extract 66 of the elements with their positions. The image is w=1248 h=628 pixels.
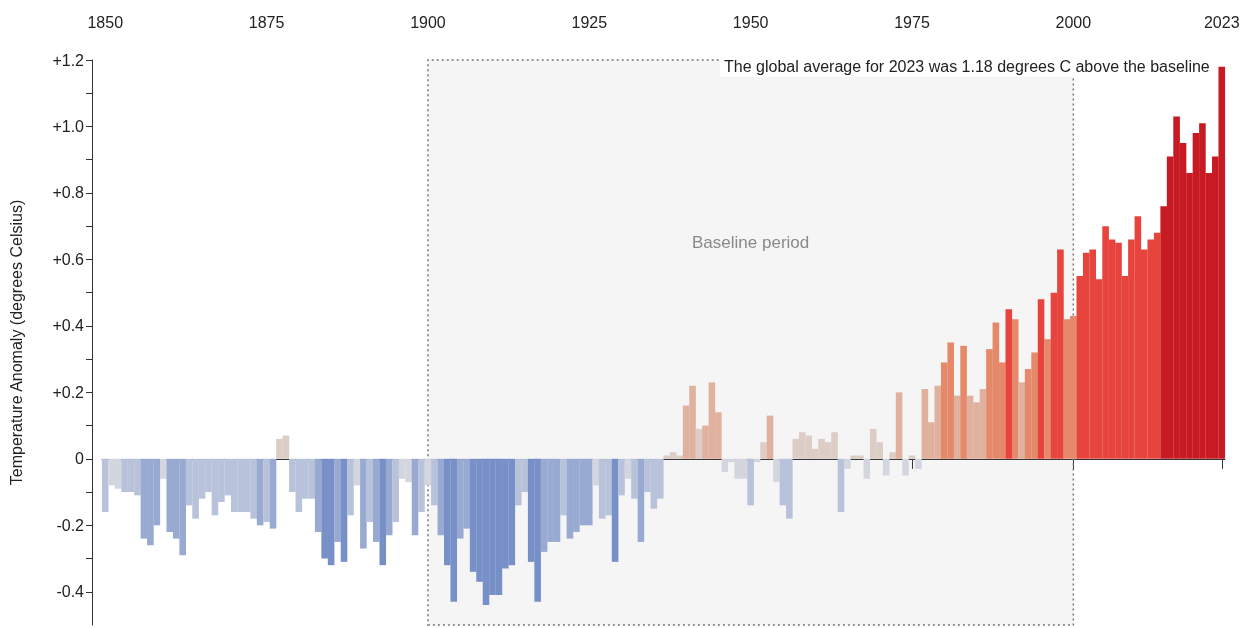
bar — [1044, 339, 1051, 459]
y-tick-label: +0.6 — [52, 250, 85, 268]
bar — [379, 458, 387, 566]
bar — [902, 458, 909, 476]
bar — [314, 458, 322, 532]
bar — [1011, 319, 1019, 459]
bar — [1018, 382, 1025, 459]
bar — [424, 458, 432, 486]
bar — [263, 458, 270, 522]
bar — [863, 458, 871, 479]
bar — [611, 458, 619, 562]
y-tick-label: +0.8 — [52, 184, 85, 202]
bar — [418, 458, 425, 512]
bar — [760, 442, 767, 459]
bar — [385, 458, 393, 536]
x-tick-label: 2023 — [1203, 13, 1240, 31]
x-tick-label: 1975 — [894, 13, 930, 31]
bar — [373, 458, 380, 542]
bar — [1037, 299, 1045, 459]
bar — [360, 458, 367, 549]
bar — [915, 458, 922, 469]
x-tick-label: 1900 — [410, 13, 446, 31]
y-tick-label: +0.2 — [52, 383, 85, 401]
bar — [695, 428, 703, 459]
y-axis-title: Temperature Anomaly (degrees Celsius) — [7, 199, 25, 486]
bar — [256, 458, 264, 526]
bar — [895, 392, 903, 459]
bar — [960, 345, 967, 459]
x-tick-label: 2000 — [1055, 13, 1092, 31]
bar — [431, 458, 438, 506]
bar — [618, 458, 625, 496]
bar — [101, 458, 109, 512]
bar — [269, 458, 277, 529]
bar — [340, 458, 348, 562]
bar — [560, 458, 567, 516]
y-tick-label: -0.4 — [56, 583, 85, 601]
bar — [411, 458, 419, 536]
bar — [953, 395, 961, 459]
y-tick-label: +0.4 — [52, 317, 85, 335]
y-tick-label: 0 — [75, 450, 85, 468]
y-tick-label: +1.2 — [52, 51, 85, 69]
x-tick-label: 1875 — [248, 13, 285, 31]
bar — [631, 458, 638, 499]
y-tick-label: -0.2 — [56, 516, 85, 534]
x-tick-label: 1925 — [571, 13, 608, 31]
x-tick-label: 1950 — [732, 13, 769, 31]
bar — [160, 458, 167, 479]
bar — [837, 458, 845, 512]
bar — [889, 452, 896, 459]
bar — [624, 458, 632, 479]
bar — [334, 458, 341, 542]
bar — [437, 458, 445, 536]
band-label: Baseline period — [692, 233, 810, 253]
bar — [773, 458, 780, 483]
bar — [392, 458, 399, 522]
annotation: The global average for 2023 was 1.18 degrees C above the baseline — [724, 58, 1210, 76]
bar — [347, 458, 354, 516]
bar — [747, 458, 754, 506]
bar — [637, 458, 645, 542]
x-tick-label: 1850 — [87, 13, 124, 31]
y-tick-label: +1.0 — [52, 117, 85, 135]
bar — [592, 458, 600, 486]
bar — [1005, 309, 1013, 459]
bar — [766, 415, 774, 459]
bar — [366, 458, 374, 522]
bar — [844, 458, 851, 469]
